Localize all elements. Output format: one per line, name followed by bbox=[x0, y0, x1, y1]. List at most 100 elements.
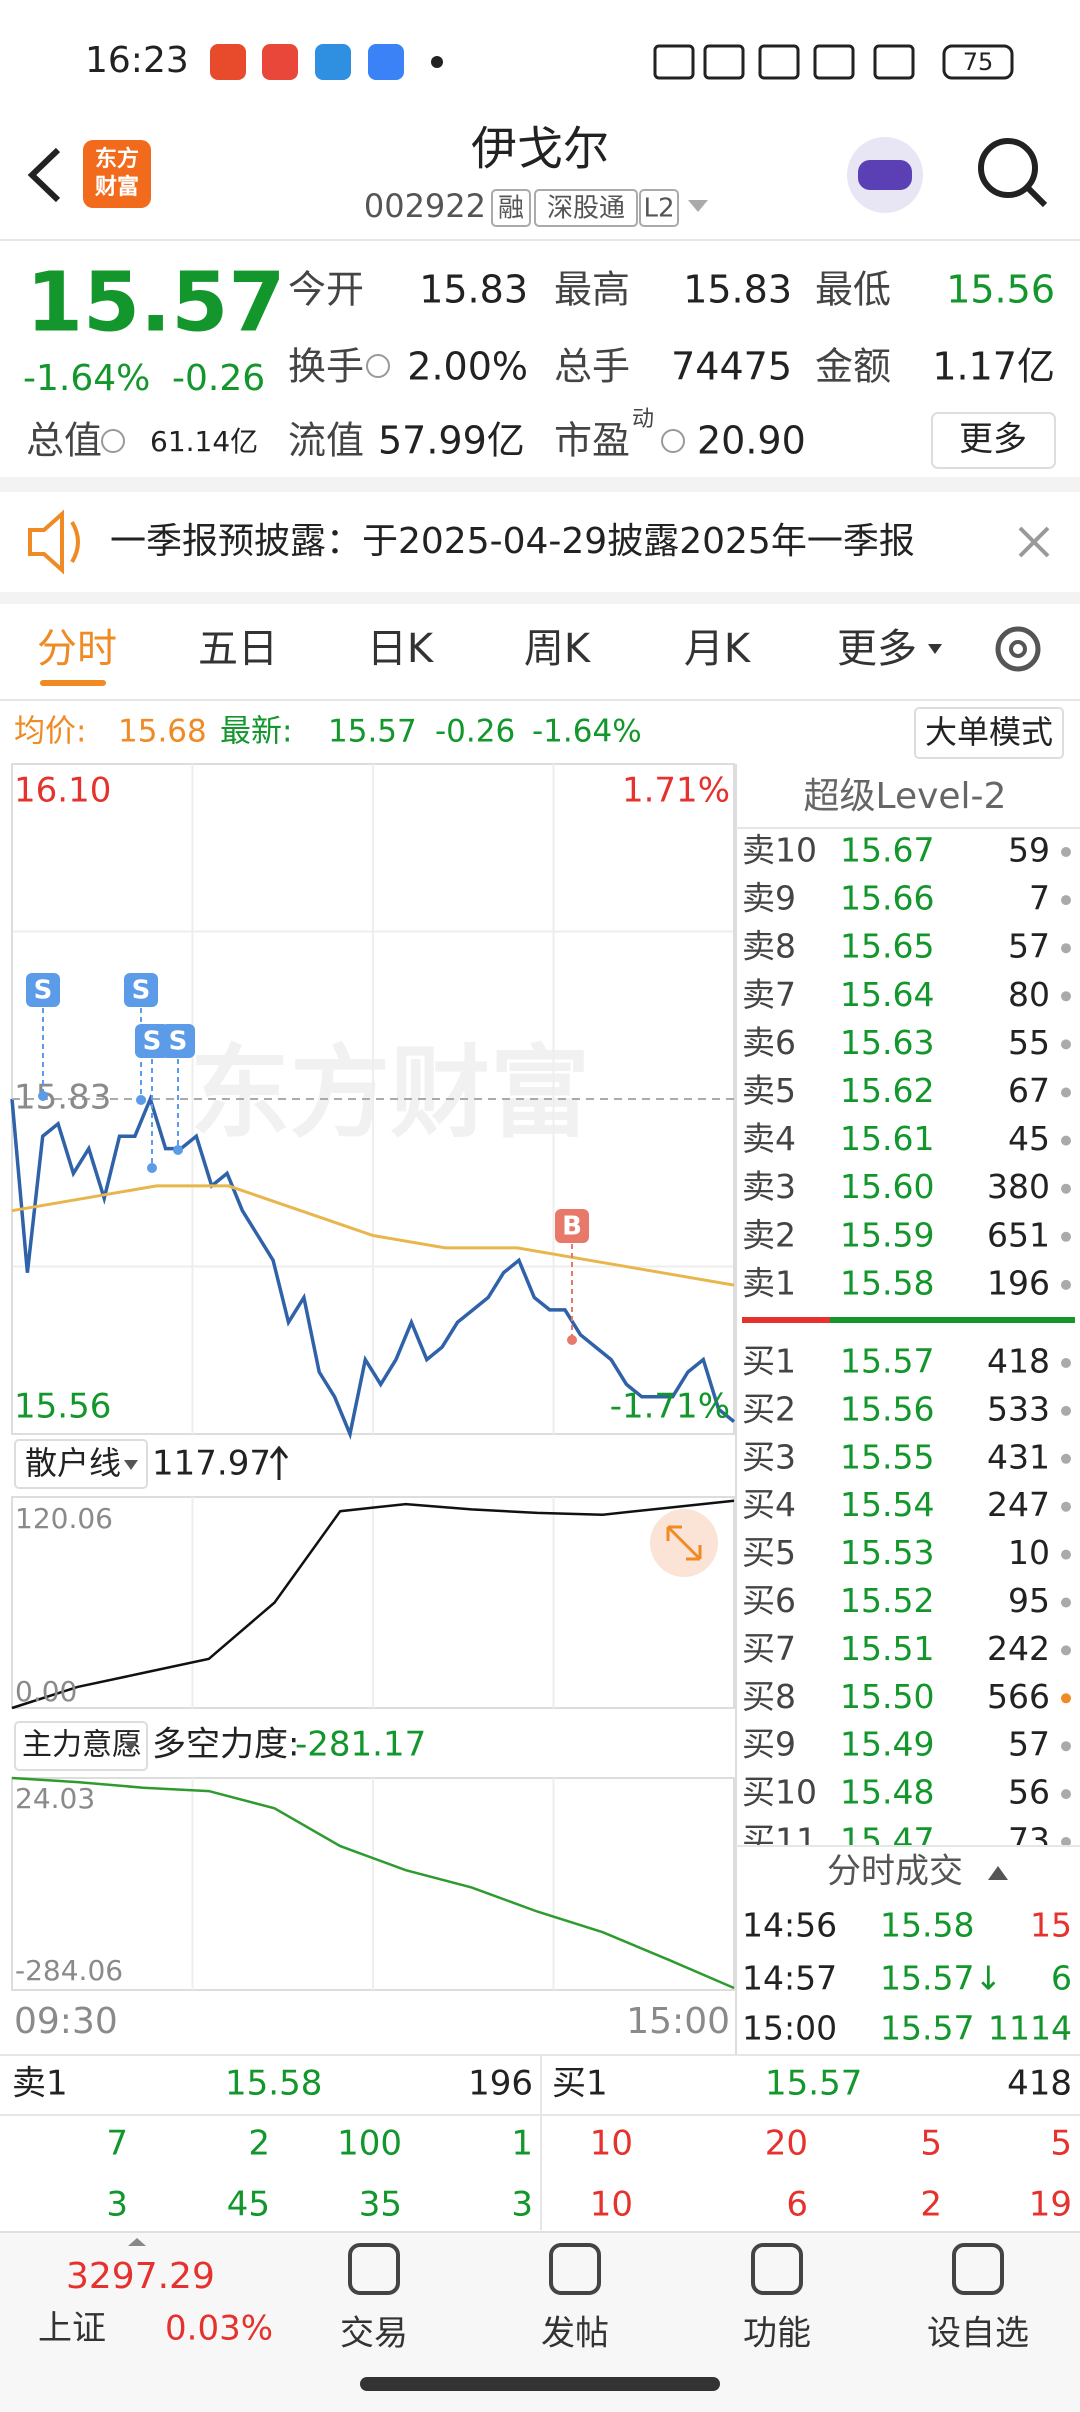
nav-icon[interactable] bbox=[348, 2243, 400, 2295]
indicator-select[interactable] bbox=[14, 1439, 148, 1489]
book-label: 买4 bbox=[742, 1485, 796, 1524]
signal-point bbox=[38, 1091, 48, 1101]
y-tick-label: 16.10 bbox=[14, 771, 111, 811]
signal-label: B bbox=[562, 1212, 582, 1242]
trade-volume: 15 bbox=[1030, 1906, 1072, 1945]
indicator-select[interactable] bbox=[14, 1721, 148, 1771]
notice-text[interactable]: 一季报预披露：于2025-04-29披露2025年一季报 bbox=[110, 521, 915, 562]
book-label: 卖5 bbox=[742, 1071, 796, 1110]
back-button[interactable] bbox=[27, 147, 61, 203]
tab[interactable]: 周K bbox=[524, 626, 592, 672]
x-tick-label: 09:30 bbox=[14, 2001, 118, 2042]
ask-bar bbox=[742, 1317, 830, 1323]
trades-title[interactable]: 分时成交 bbox=[827, 1852, 963, 1892]
tag: L2 bbox=[643, 194, 674, 224]
field-value: 2.00% bbox=[407, 345, 528, 389]
mode-button-label[interactable]: 大单模式 bbox=[925, 713, 1053, 751]
close-notice[interactable] bbox=[1018, 526, 1050, 558]
index-value[interactable]: 3297.29 bbox=[66, 2256, 215, 2297]
tab[interactable]: 分时 bbox=[37, 626, 117, 672]
signal-label: S bbox=[169, 1027, 188, 1057]
nav-icon[interactable] bbox=[549, 2243, 601, 2295]
trade-time: 15:00 bbox=[742, 2009, 837, 2048]
nav-label[interactable]: 设自选 bbox=[927, 2314, 1029, 2354]
book-price: 15.47 bbox=[840, 1821, 934, 1860]
summary-cell: 19 bbox=[1029, 2185, 1072, 2225]
field-value: 74475 bbox=[671, 345, 792, 389]
mode-button[interactable] bbox=[914, 707, 1064, 759]
tab[interactable]: 五日 bbox=[198, 626, 278, 672]
signal-label: S bbox=[143, 1027, 162, 1057]
book-label: 卖4 bbox=[742, 1119, 796, 1158]
trade-time: 14:56 bbox=[742, 1906, 837, 1945]
indicator-value: 117.97 bbox=[152, 1444, 271, 1484]
separator bbox=[0, 477, 1080, 492]
book-dot bbox=[1061, 1183, 1071, 1194]
indicator-name[interactable]: 主力意愿 bbox=[22, 1728, 142, 1763]
book-label: 卖10 bbox=[742, 831, 817, 870]
trade-time: 14:57 bbox=[742, 1959, 837, 1998]
trades-toggle bbox=[988, 1866, 1008, 1880]
book-dot bbox=[1061, 1087, 1071, 1098]
trade-price: 15.57↓ bbox=[880, 1959, 1002, 1998]
signal-point bbox=[147, 1163, 157, 1173]
book-dot bbox=[1061, 1405, 1071, 1416]
search-handle bbox=[1025, 185, 1048, 208]
field-value: 1.17亿 bbox=[932, 345, 1055, 389]
book-dot bbox=[1061, 1453, 1071, 1464]
summary-price: 15.58 bbox=[225, 2064, 322, 2104]
search-icon[interactable] bbox=[978, 138, 1038, 198]
status-time: 16:23 bbox=[85, 40, 189, 81]
nav-label[interactable]: 交易 bbox=[340, 2314, 408, 2354]
signal-label: S bbox=[132, 976, 151, 1006]
book-volume: 56 bbox=[1008, 1773, 1050, 1812]
signal-point bbox=[173, 1145, 183, 1155]
tab[interactable]: 更多 bbox=[837, 626, 917, 672]
summary-cell: 5 bbox=[1050, 2124, 1072, 2164]
order-book: 卖10 15.67 59 卖9 15.66 7 卖8 15.65 57 卖7 15.64 80 卖6 15… bbox=[742, 831, 1071, 1860]
tab[interactable]: 日K bbox=[367, 626, 435, 672]
summary-cell: 10 bbox=[590, 2185, 633, 2225]
nav-label[interactable]: 发帖 bbox=[541, 2314, 609, 2354]
summary-cell: 6 bbox=[786, 2185, 808, 2225]
more-button-label[interactable]: 更多 bbox=[959, 420, 1027, 460]
nav-icon[interactable] bbox=[952, 2243, 1004, 2295]
nav-icon[interactable] bbox=[751, 2243, 803, 2295]
select-arrow bbox=[124, 1741, 138, 1751]
book-volume: 566 bbox=[987, 1677, 1050, 1716]
field-value: 15.83 bbox=[683, 268, 792, 312]
book-volume: 418 bbox=[987, 1342, 1050, 1381]
y-tick-label: 120.06 bbox=[15, 1502, 113, 1535]
nav-label[interactable]: 功能 bbox=[743, 2314, 811, 2354]
app-icon bbox=[262, 44, 298, 80]
battery bbox=[942, 44, 1014, 80]
settings-icon[interactable] bbox=[995, 626, 1041, 672]
indicator-name[interactable]: 散户线 bbox=[25, 1444, 121, 1482]
tab[interactable]: 月K bbox=[684, 626, 752, 672]
book-dot bbox=[1061, 1135, 1071, 1146]
field-label: 金额 bbox=[815, 345, 891, 389]
y-tick-label: -284.06 bbox=[15, 1954, 123, 1987]
more-button[interactable] bbox=[931, 412, 1056, 469]
index-name[interactable]: 上证 bbox=[38, 2309, 106, 2349]
home-indicator bbox=[360, 2377, 720, 2391]
order-book-title: 超级Level-2 bbox=[804, 776, 1007, 817]
summary-cell: 5 bbox=[920, 2124, 942, 2164]
book-price: 15.60 bbox=[840, 1167, 934, 1206]
book-label: 买7 bbox=[742, 1629, 796, 1668]
tab-underline bbox=[40, 680, 106, 686]
status-icon bbox=[813, 44, 855, 80]
last-price: 15.57 bbox=[26, 255, 285, 350]
book-label: 买10 bbox=[742, 1773, 817, 1812]
info-icon bbox=[101, 429, 125, 453]
field-value: 57.99亿 bbox=[378, 419, 525, 463]
index-change[interactable]: 0.03% bbox=[165, 2309, 273, 2349]
index-toggle bbox=[128, 2238, 146, 2246]
tag-toggle[interactable] bbox=[688, 200, 708, 212]
summary-cell: 20 bbox=[765, 2124, 808, 2164]
line bbox=[11, 1776, 735, 1990]
watermark: 东方 bbox=[190, 1034, 390, 1151]
